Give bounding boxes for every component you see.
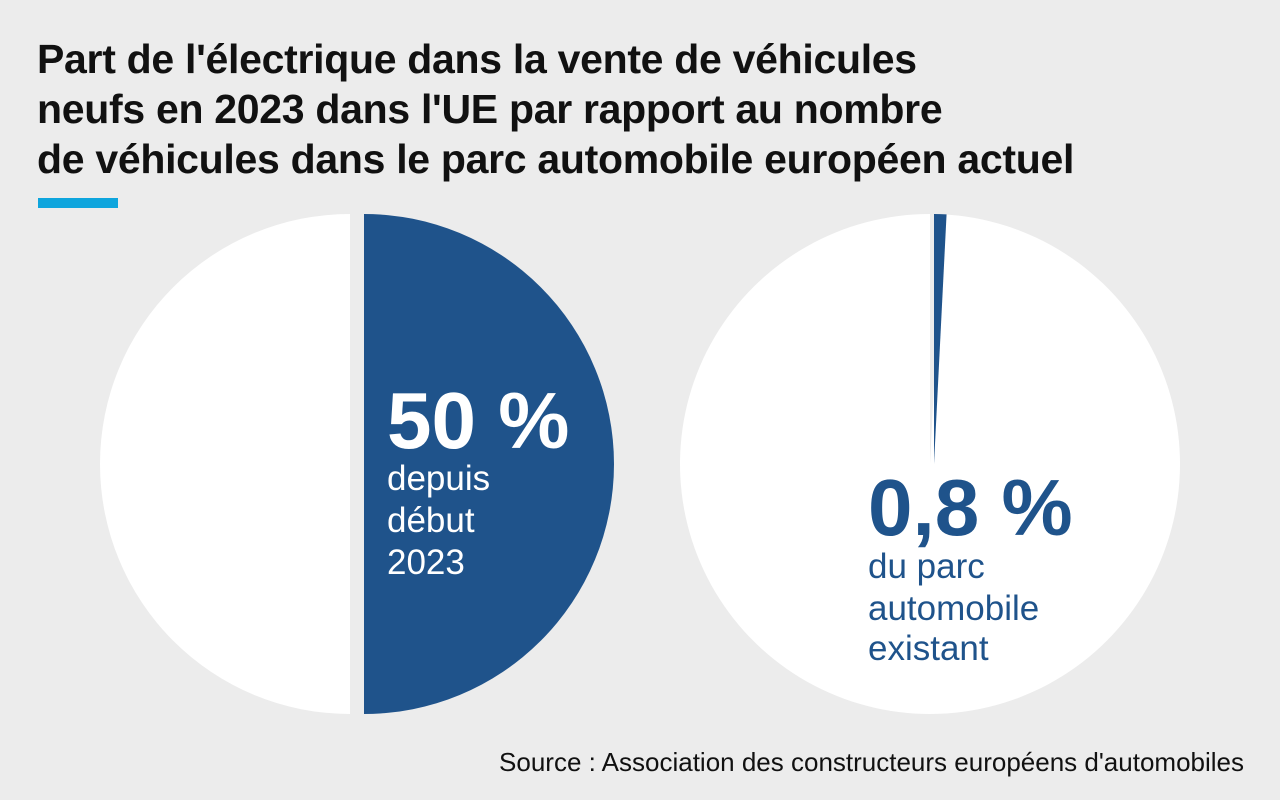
pie-label-line-1-new-sales: depuis (387, 459, 490, 498)
source-note: Source : Association des constructeurs e… (499, 747, 1244, 777)
chart-title: Part de l'électrique dans la vente de vé… (37, 34, 1267, 184)
pie-slice-electric-new-sales (364, 214, 614, 714)
pie-label-line-1-fleet: du parc (868, 547, 985, 586)
pie-label-line-3-new-sales: 2023 (387, 543, 465, 582)
title-line-1: Part de l'électrique dans la vente de vé… (37, 36, 917, 82)
pie-slice-rest-fleet (680, 214, 1181, 715)
title-line-3: de véhicules dans le parc automobile eur… (37, 136, 1075, 182)
pie-label-value-fleet: 0,8 % (868, 463, 1073, 552)
pie-slice-electric-fleet (934, 214, 947, 464)
pie-label-line-3-fleet: existant (868, 629, 989, 668)
pie-label-line-2-fleet: automobile (868, 589, 1039, 628)
pie-label-line-2-new-sales: début (387, 501, 475, 540)
pie-chart-new-sales: 50 % depuis début 2023 (100, 214, 614, 714)
pie-label-value-new-sales: 50 % (387, 376, 569, 465)
title-accent-bar (38, 198, 118, 208)
pie-chart-fleet: 0,8 % du parc automobile existant (680, 214, 1181, 715)
pie-slice-rest-new-sales (100, 214, 350, 714)
title-line-2: neufs en 2023 dans l'UE par rapport au n… (37, 86, 943, 132)
